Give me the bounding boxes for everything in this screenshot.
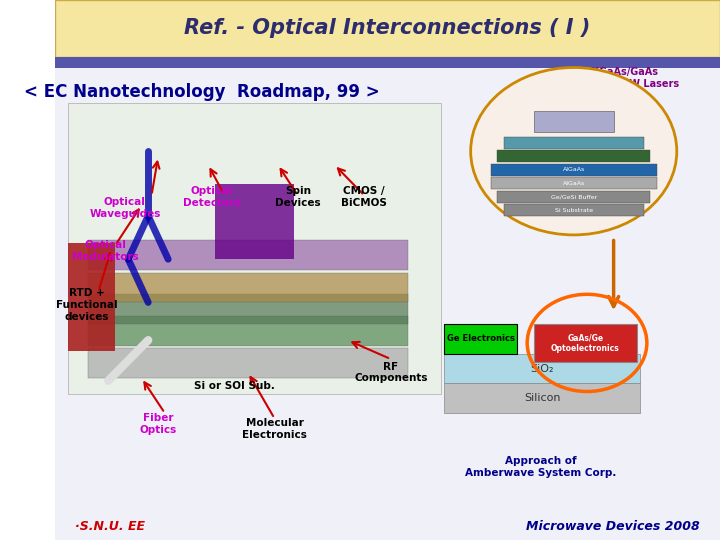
Bar bbox=[504, 204, 644, 216]
Text: < EC Nanotechnology  Roadmap, 99 >: < EC Nanotechnology Roadmap, 99 > bbox=[24, 83, 379, 101]
Text: Optical
Waveguides: Optical Waveguides bbox=[89, 197, 161, 219]
Text: CMOS /
BiCMOS: CMOS / BiCMOS bbox=[341, 186, 387, 208]
Bar bbox=[89, 316, 408, 346]
Bar bbox=[89, 273, 408, 302]
Bar bbox=[68, 103, 441, 394]
Text: Si Substrate: Si Substrate bbox=[554, 207, 593, 213]
Text: SiO₂: SiO₂ bbox=[531, 363, 554, 374]
Text: Si or SOI Sub.: Si or SOI Sub. bbox=[194, 381, 275, 391]
Text: Approach of
Amberwave System Corp.: Approach of Amberwave System Corp. bbox=[465, 456, 616, 478]
Text: AlGaAs: AlGaAs bbox=[562, 180, 585, 186]
Text: Optical
Detectors: Optical Detectors bbox=[183, 186, 240, 208]
Bar bbox=[55, 68, 720, 540]
Text: AlGaAs/GaAs
GRINSCH QW Lasers
on Si: AlGaAs/GaAs GRINSCH QW Lasers on Si bbox=[568, 67, 679, 100]
Bar bbox=[68, 243, 115, 351]
Bar bbox=[444, 324, 517, 354]
Text: Microwave Devices 2008: Microwave Devices 2008 bbox=[526, 520, 700, 533]
Bar bbox=[490, 164, 657, 176]
Bar bbox=[490, 177, 657, 189]
Text: Spin
Devices: Spin Devices bbox=[275, 186, 320, 208]
Text: Ge/GeSi Buffer: Ge/GeSi Buffer bbox=[551, 194, 597, 199]
Text: ·S.N.U. EE: ·S.N.U. EE bbox=[75, 520, 145, 533]
Text: RF
Components: RF Components bbox=[354, 362, 428, 383]
Text: Ref. - Optical Interconnections ( I ): Ref. - Optical Interconnections ( I ) bbox=[184, 18, 590, 38]
Text: GaAs/Ge
Optoelectronics: GaAs/Ge Optoelectronics bbox=[551, 333, 620, 353]
Text: Silicon: Silicon bbox=[524, 393, 560, 403]
Text: RTD +
Functional
devices: RTD + Functional devices bbox=[56, 288, 118, 322]
Bar bbox=[444, 383, 640, 413]
Text: Ge Electronics: Ge Electronics bbox=[446, 334, 515, 343]
Bar bbox=[498, 191, 650, 202]
Bar bbox=[89, 240, 408, 270]
Bar bbox=[498, 150, 650, 162]
Text: Molecular
Electronics: Molecular Electronics bbox=[242, 418, 307, 440]
Bar bbox=[55, 57, 720, 68]
Bar bbox=[215, 184, 294, 259]
Bar bbox=[534, 324, 637, 362]
Bar bbox=[504, 137, 644, 148]
Bar bbox=[89, 294, 408, 324]
Bar bbox=[89, 348, 408, 378]
Text: AlGaAs: AlGaAs bbox=[562, 167, 585, 172]
Text: Fiber
Optics: Fiber Optics bbox=[140, 413, 177, 435]
Text: Optical
Modulators: Optical Modulators bbox=[71, 240, 138, 262]
Circle shape bbox=[471, 68, 677, 235]
Bar bbox=[534, 111, 613, 132]
Bar bbox=[444, 354, 640, 383]
Bar bbox=[55, 0, 720, 57]
